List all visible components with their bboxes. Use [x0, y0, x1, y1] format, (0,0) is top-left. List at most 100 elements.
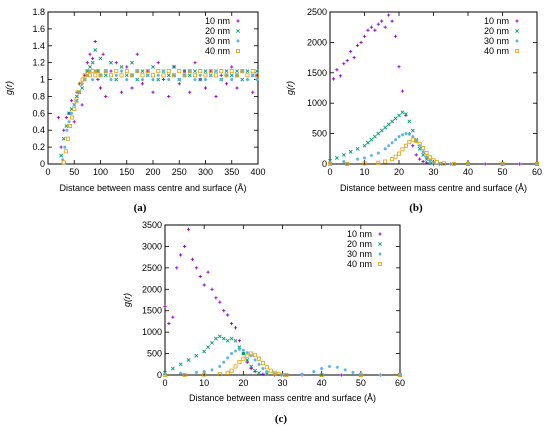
- data-point: [192, 73, 197, 78]
- data-point: [114, 77, 119, 82]
- data-point: [261, 372, 265, 376]
- data-point: [341, 152, 346, 157]
- data-point: [276, 372, 281, 377]
- data-point: [245, 360, 249, 364]
- data-point: [245, 358, 250, 362]
- data-point: [182, 73, 187, 78]
- data-point: [221, 336, 226, 341]
- data-point: [421, 150, 425, 154]
- data-point: [135, 69, 140, 74]
- data-point: [403, 112, 408, 117]
- data-point: [72, 107, 77, 112]
- data-point: [272, 370, 277, 375]
- data-point: [203, 73, 208, 78]
- data-point: [103, 73, 108, 78]
- data-point: [400, 110, 405, 115]
- data-point: [203, 86, 208, 90]
- data-point: [233, 364, 238, 369]
- data-point: [312, 369, 316, 374]
- data-point: [342, 159, 346, 164]
- data-point: [98, 56, 103, 61]
- data-point: [235, 86, 239, 90]
- data-point: [226, 313, 230, 317]
- data-point: [421, 146, 426, 151]
- data-point: [250, 69, 255, 74]
- y-tick-label: 0.6: [32, 108, 45, 118]
- data-point: [182, 69, 187, 74]
- legend-marker: [377, 261, 382, 266]
- data-point: [151, 64, 155, 69]
- data-point: [163, 372, 167, 376]
- data-point: [146, 73, 150, 77]
- data-point: [251, 90, 255, 94]
- data-point: [109, 77, 113, 82]
- data-point: [140, 82, 145, 86]
- data-point: [194, 370, 198, 375]
- data-point: [376, 151, 380, 155]
- legend-entry: 30 nm: [484, 36, 509, 46]
- data-point: [119, 73, 124, 78]
- x-tick-label: 0: [162, 378, 167, 388]
- x-tick-label: 50: [69, 167, 79, 177]
- data-point: [241, 356, 246, 361]
- data-point: [177, 77, 181, 82]
- data-point: [156, 77, 161, 82]
- y-tick-label: 1000: [142, 327, 162, 337]
- legend-marker: [236, 19, 240, 23]
- data-point: [320, 366, 324, 371]
- data-point: [140, 73, 145, 78]
- data-point: [397, 65, 401, 69]
- y-tick-label: 1: [40, 75, 45, 85]
- data-point: [167, 94, 171, 99]
- data-point: [407, 132, 411, 136]
- data-point: [233, 326, 238, 330]
- data-point: [175, 266, 179, 270]
- data-point: [190, 257, 195, 261]
- data-point: [424, 151, 429, 156]
- data-point: [109, 73, 114, 78]
- data-point: [386, 122, 391, 127]
- x-axis-label: Distance between mass centre and surface…: [189, 393, 376, 403]
- data-point: [237, 339, 242, 343]
- data-point: [124, 73, 129, 78]
- data-point: [339, 373, 343, 377]
- data-point: [380, 19, 384, 23]
- data-point: [245, 73, 250, 78]
- legend-marker: [378, 252, 382, 256]
- legend-marker: [236, 29, 240, 33]
- data-point: [335, 365, 339, 369]
- data-point: [400, 133, 405, 137]
- data-point: [161, 69, 166, 73]
- data-point: [265, 369, 269, 374]
- data-point: [161, 73, 166, 78]
- data-point: [378, 373, 383, 377]
- data-point: [393, 138, 398, 142]
- data-point: [193, 69, 197, 74]
- data-point: [101, 52, 105, 56]
- x-tick-label: 250: [172, 167, 187, 177]
- y-tick-label: 1000: [307, 98, 327, 108]
- data-point: [210, 368, 214, 372]
- data-point: [59, 153, 64, 158]
- data-point: [203, 77, 208, 82]
- chart-panel-b: 0 10 20 30 40 50 60 0 500 1000 1500 2000 2500 Distanc…: [285, 7, 542, 214]
- data-point: [85, 61, 89, 65]
- data-point: [161, 77, 166, 82]
- series-40-nm: [327, 137, 540, 166]
- chart-panel-a: 0 50 100 150 200 250 300 350 400 0 0.2 0.4 0.6 0.8 1 1.…: [4, 7, 266, 214]
- x-axis-label: Distance between mass centre and surface…: [340, 183, 527, 193]
- legend-marker: [236, 39, 240, 43]
- data-point: [358, 372, 363, 377]
- data-point: [90, 69, 95, 74]
- data-point: [387, 13, 391, 17]
- data-point: [417, 141, 422, 146]
- data-point: [93, 39, 97, 44]
- data-point: [198, 274, 202, 279]
- x-tick-label: 30: [277, 378, 287, 388]
- data-point: [210, 287, 214, 291]
- data-point: [88, 73, 93, 78]
- x-tick-label: 60: [395, 378, 405, 388]
- data-point: [166, 69, 171, 74]
- data-point: [206, 270, 210, 274]
- data-point: [338, 74, 342, 78]
